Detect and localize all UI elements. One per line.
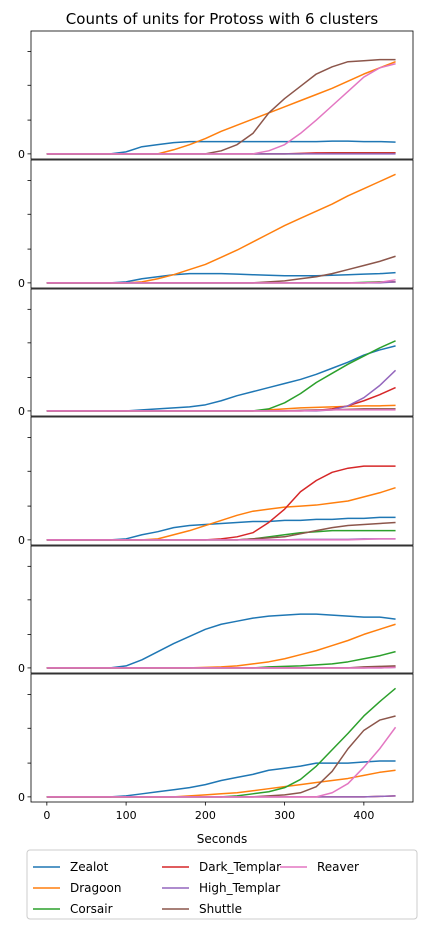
series-line-dragoon — [46, 486, 396, 541]
panel-5: 0 — [18, 545, 414, 675]
series-line-dark-templar — [46, 465, 396, 541]
series-line-dragoon — [46, 623, 396, 669]
legend-label: Corsair — [70, 902, 113, 916]
series-line-reaver — [46, 279, 396, 284]
legend-label: High_Templar — [199, 881, 280, 895]
panel-frame — [30, 673, 414, 803]
legend: Zealot Dragoon Corsair Dark_Templar High_Tem… — [26, 849, 418, 920]
x-tick-label: 200 — [195, 809, 216, 822]
panel-1: 0 — [18, 30, 414, 161]
x-tick-label: 100 — [116, 809, 137, 822]
legend-frame — [26, 849, 418, 920]
x-axis-label: Seconds — [197, 832, 247, 846]
panel-3: 0 — [18, 288, 414, 418]
legend-item-zealot: Zealot — [33, 860, 109, 874]
panel-frame — [30, 288, 414, 417]
series-line-zealot — [46, 345, 396, 412]
legend-item-dark-templar: Dark_Templar — [162, 860, 281, 874]
panel-frame — [30, 30, 414, 160]
legend-label: Dragoon — [70, 881, 121, 895]
y-tick-label: 0 — [18, 277, 25, 290]
x-tick-label: 400 — [353, 809, 374, 822]
panel-frame — [30, 545, 414, 674]
y-tick-label: 0 — [18, 405, 25, 418]
panel-frame — [30, 159, 414, 289]
panel-4: 0 — [18, 416, 414, 547]
series-line-high-templar — [46, 369, 397, 412]
panel-6: 0 0 100 200 300 400 — [18, 673, 414, 822]
legend-item-reaver: Reaver — [280, 860, 359, 874]
series-line-reaver — [46, 538, 396, 541]
panels: 0 0 0 0 0 0 0 100 200 300 400 — [18, 30, 414, 822]
legend-label: Reaver — [317, 860, 359, 874]
series-line-shuttle — [46, 715, 396, 798]
legend-item-high-templar: High_Templar — [162, 881, 280, 895]
legend-item-dragoon: Dragoon — [33, 881, 121, 895]
series-line-reaver — [46, 409, 396, 412]
series-line-dragoon — [46, 173, 396, 284]
panel-2: 0 — [18, 159, 414, 290]
chart-title: Counts of units for Protoss with 6 clust… — [66, 10, 379, 28]
y-tick-label: 0 — [18, 662, 25, 675]
series-line-shuttle — [46, 255, 396, 284]
series-line-dragoon — [46, 769, 396, 798]
series-line-reaver — [46, 726, 397, 798]
x-tick-label: 300 — [274, 809, 295, 822]
series-line-corsair — [46, 650, 396, 669]
y-tick-label: 0 — [18, 148, 25, 161]
y-tick-label: 0 — [18, 791, 25, 804]
y-tick-label: 0 — [18, 534, 25, 547]
x-tick-label: 0 — [43, 809, 50, 822]
legend-item-corsair: Corsair — [33, 902, 113, 916]
legend-label: Shuttle — [199, 902, 242, 916]
series-line-zealot — [46, 613, 396, 669]
legend-item-shuttle: Shuttle — [162, 902, 242, 916]
series-line-zealot — [46, 140, 396, 155]
series-line-reaver — [46, 63, 396, 155]
panel-frame — [30, 416, 414, 546]
series-line-dragoon — [46, 61, 396, 155]
series-line-shuttle — [46, 58, 396, 155]
series-line-reaver — [46, 666, 396, 669]
legend-label: Dark_Templar — [199, 860, 281, 874]
legend-label: Zealot — [70, 860, 109, 874]
series-line-zealot — [46, 271, 396, 284]
